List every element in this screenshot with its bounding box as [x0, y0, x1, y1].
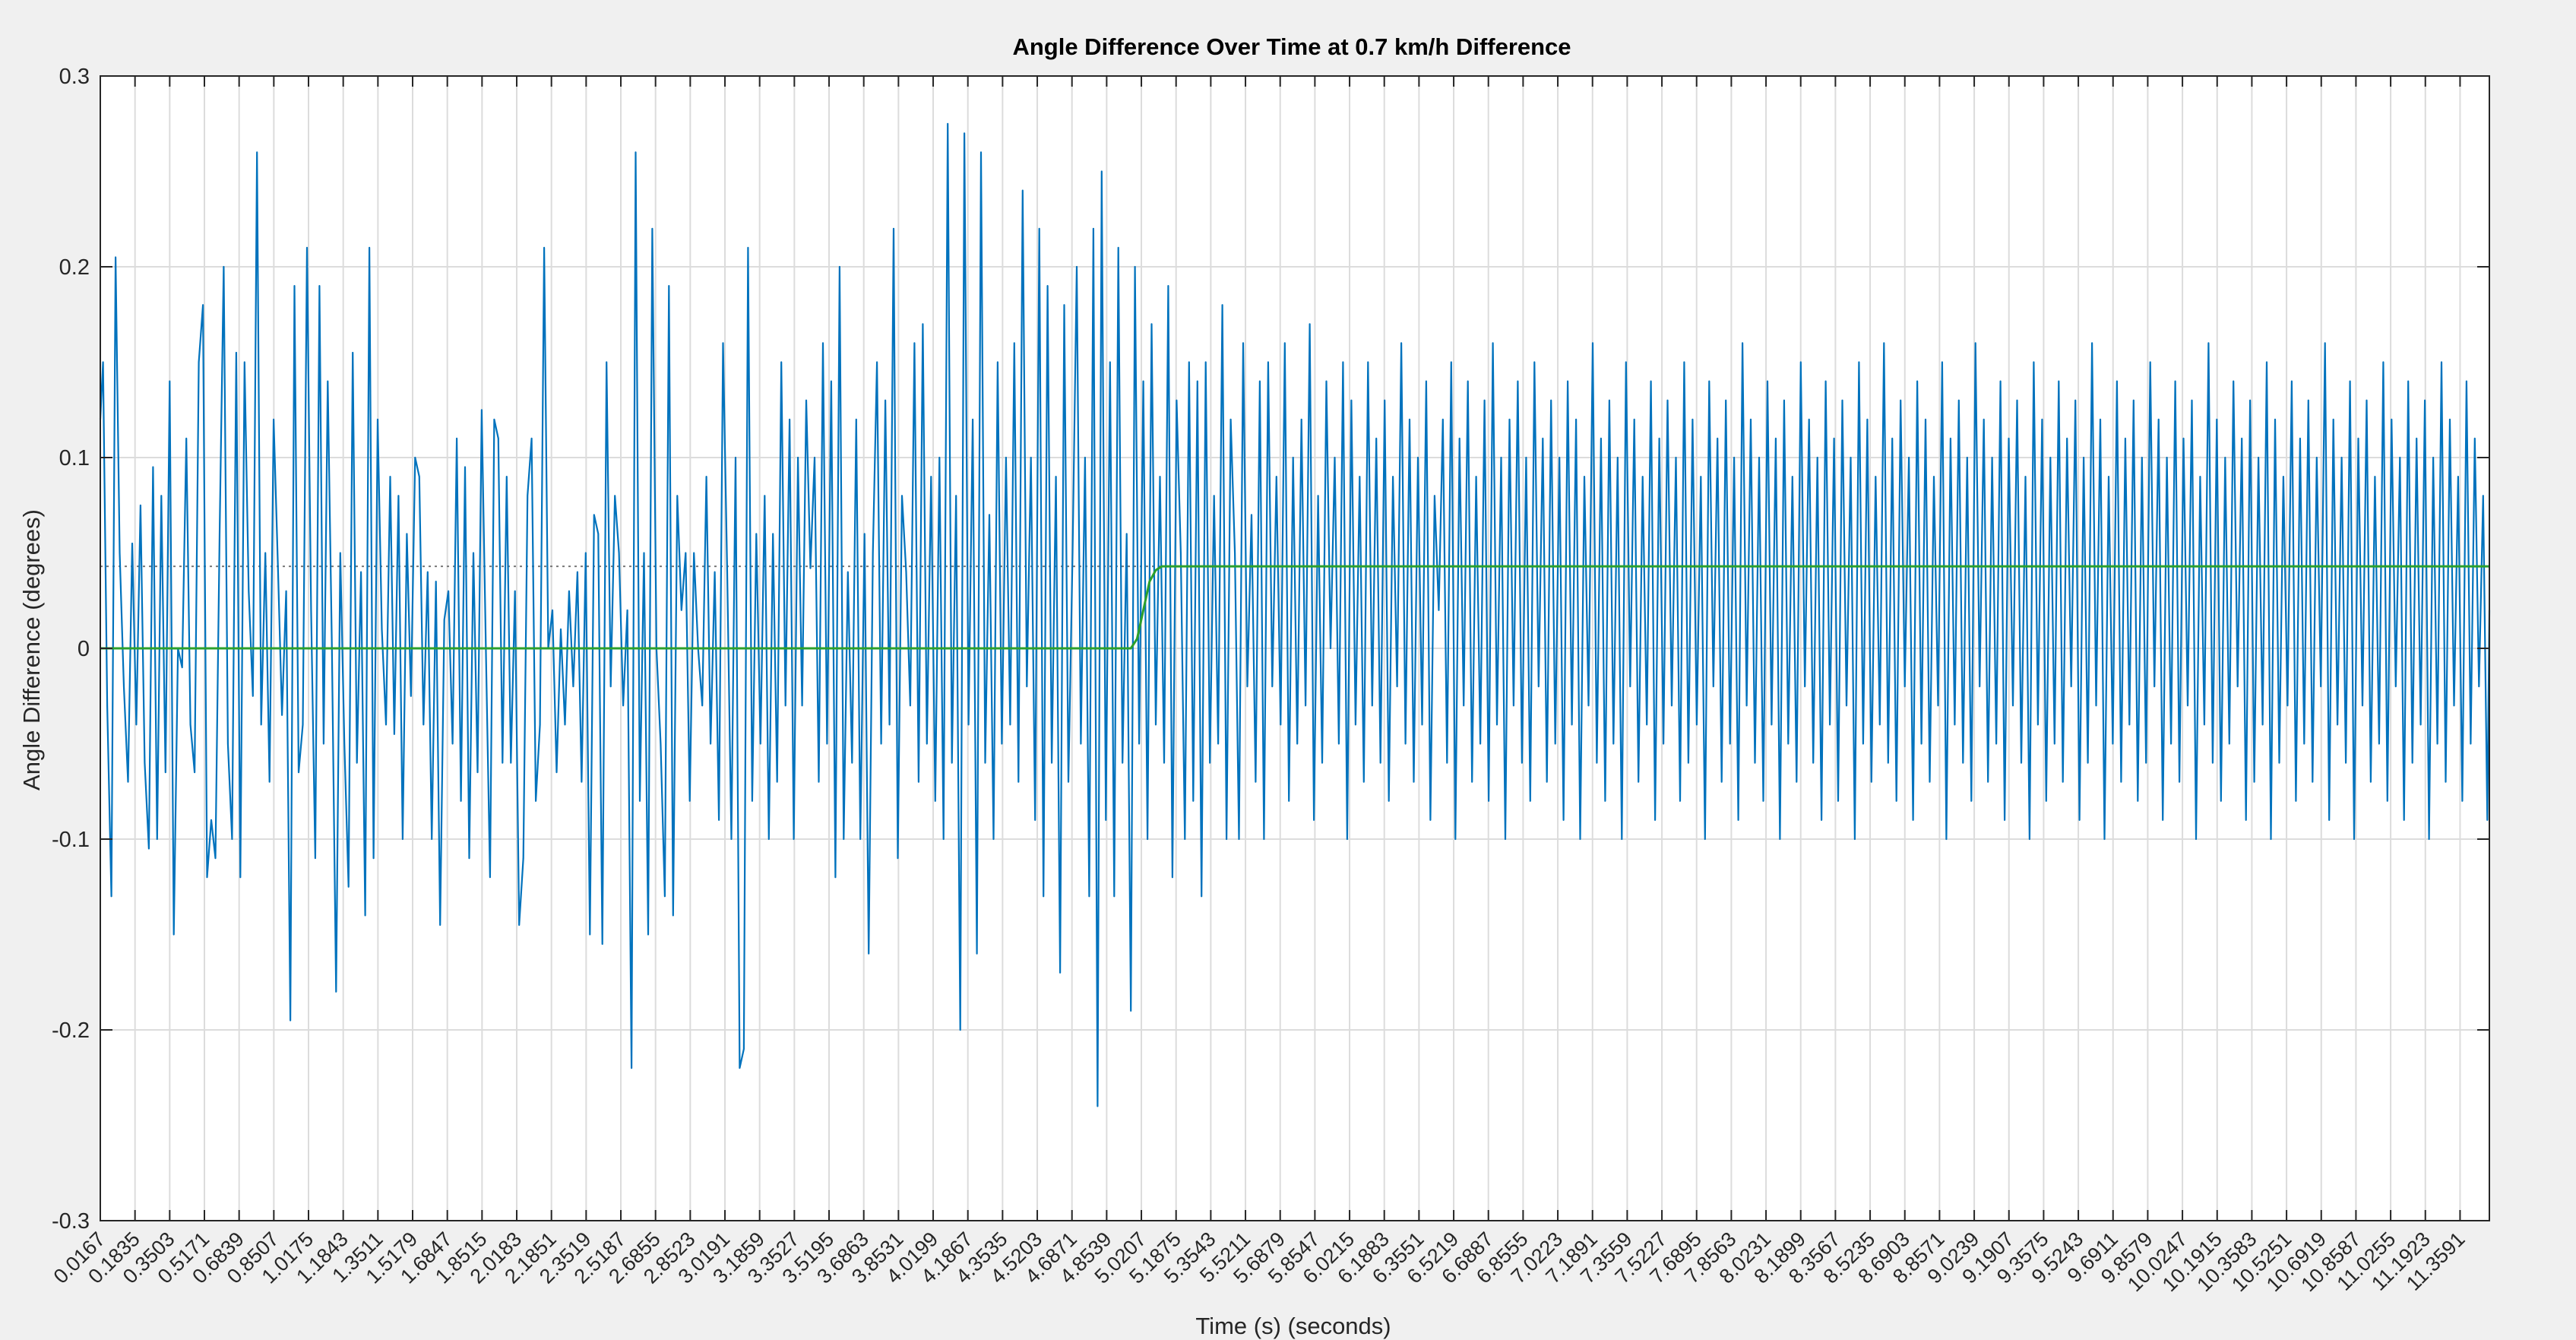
y-axis-label: Angle Difference (degrees): [18, 509, 45, 790]
x-axis-label: Time (s) (seconds): [1195, 1313, 1391, 1339]
series-layer: [99, 122, 2491, 1107]
series-line-1: [99, 122, 2491, 1107]
chart-title: Angle Difference Over Time at 0.7 km/h D…: [1012, 33, 1571, 60]
y-tick-label: -0.3: [52, 1209, 90, 1234]
series-line-2: [100, 565, 2489, 650]
y-axis: -0.3 -0.2 -0.1 0 0.1 0.2 0.3: [52, 65, 2489, 1234]
y-tick-label: 0.2: [59, 255, 90, 280]
y-tick-label: -0.1: [52, 828, 90, 852]
y-tick-label: 0.3: [59, 65, 90, 89]
y-tick-label: 0: [78, 637, 90, 661]
y-tick-label: 0.1: [59, 446, 90, 470]
y-tick-label: -0.2: [52, 1018, 90, 1043]
